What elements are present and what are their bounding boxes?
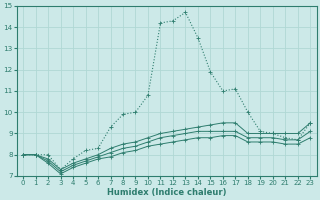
X-axis label: Humidex (Indice chaleur): Humidex (Indice chaleur) — [107, 188, 227, 197]
